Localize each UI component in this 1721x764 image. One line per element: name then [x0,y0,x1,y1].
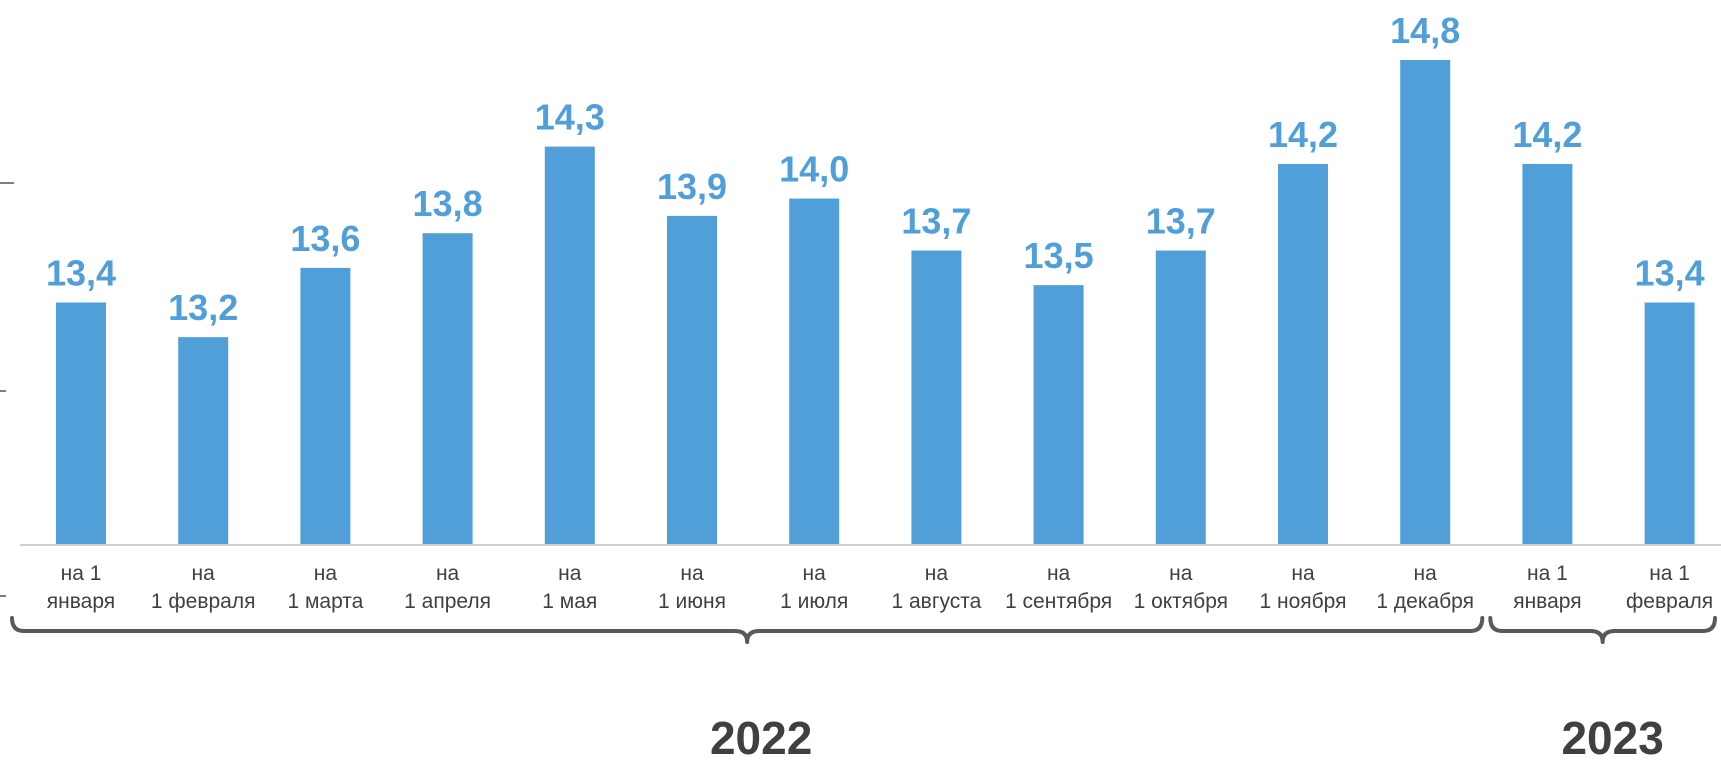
bar [1155,250,1206,546]
category-labels-group: на 1 января на 1 февраля на 1 марта на 1 апреля… [47,562,1713,613]
value-label: 14,8 [1390,10,1460,51]
category-label: февраля [1626,590,1713,613]
category-label: 1 августа [891,590,981,613]
y-axis-ticks [0,182,14,597]
year-brace [10,616,1485,644]
value-label: 13,7 [1146,201,1216,242]
bar [911,250,962,546]
value-label: 14,0 [779,149,849,190]
category-label: на [1291,562,1315,585]
category-label: 1 мая [542,590,597,613]
category-label: января [47,590,115,613]
category-label: на [192,562,216,585]
value-label: 13,2 [168,287,238,328]
category-label: на [1414,562,1438,585]
bar [1400,60,1451,545]
category-label: 1 марта [287,590,363,613]
value-label: 13,9 [657,166,727,207]
category-label: 1 ноября [1259,590,1346,613]
bar [300,267,351,545]
value-label: 14,2 [1512,114,1582,155]
bar [422,233,473,545]
value-label: 13,6 [290,218,360,259]
category-label: на [803,562,827,585]
bar [667,215,717,545]
bar [56,302,106,545]
value-label: 13,4 [46,253,116,294]
category-label: на [925,562,949,585]
category-label: на 1 [1527,562,1568,585]
value-label: 13,5 [1024,235,1094,276]
category-label: на 1 [61,562,102,585]
value-label: 13,8 [413,183,483,224]
bar [1033,285,1084,545]
year-labels-group: 2022 2023 [710,712,1664,764]
bar [1278,163,1328,545]
category-label: 1 февраля [151,590,256,613]
category-label: 1 июня [658,590,726,613]
bar [1522,163,1573,545]
year-label: 2022 [710,712,812,764]
category-label: 1 сентября [1005,590,1112,613]
category-label: на [558,562,582,585]
category-label: 1 декабря [1376,590,1474,613]
category-label: на [314,562,338,585]
category-label: 1 июля [780,590,848,613]
category-label: 1 апреля [404,590,491,613]
category-label: на 1 [1649,562,1690,585]
value-labels-group: 13,4 13,2 13,6 13,8 14,3 13,9 14,0 13,7 13,5 13,7… [46,10,1705,328]
value-label: 14,2 [1268,114,1338,155]
bar [789,198,840,546]
bar [544,146,595,545]
category-label: на [1047,562,1071,585]
bar [178,337,229,545]
year-label: 2023 [1561,712,1663,764]
value-label: 13,4 [1635,253,1705,294]
category-label: на [680,562,704,585]
bar [1644,302,1695,545]
category-label: января [1513,590,1581,613]
value-label: 14,3 [535,97,605,138]
year-brace [1488,616,1717,644]
value-label: 13,7 [901,201,971,242]
category-label: на [436,562,460,585]
category-label: 1 октября [1134,590,1228,613]
category-label: на [1169,562,1193,585]
bars-group [56,60,1695,546]
year-braces-group [10,616,1717,644]
